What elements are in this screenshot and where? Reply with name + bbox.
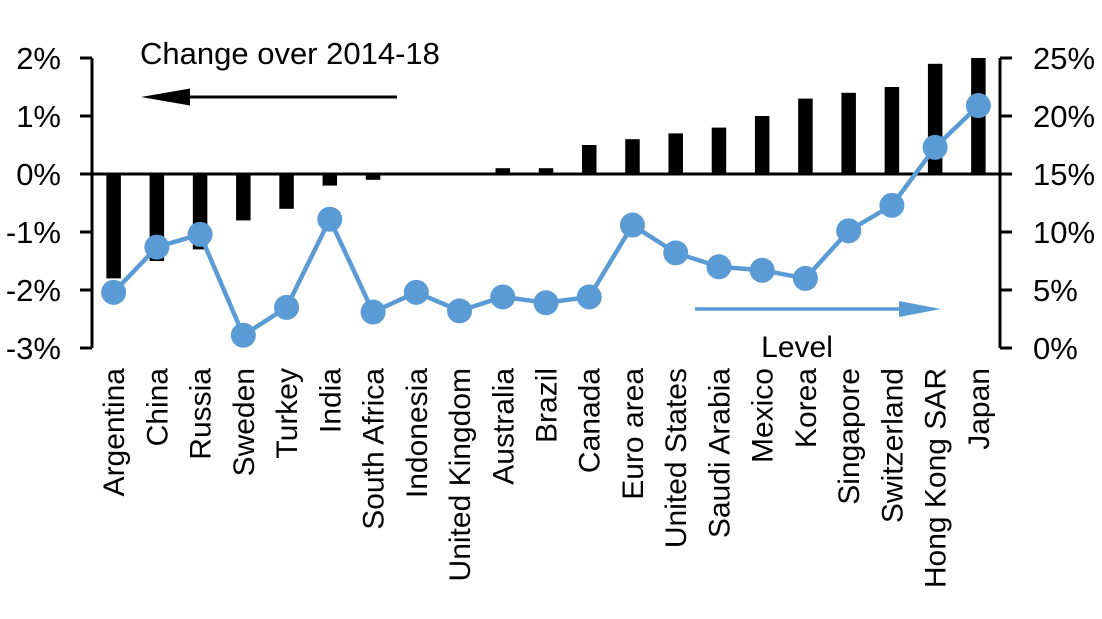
bar-argentina (106, 174, 121, 279)
level-point-canada (576, 284, 602, 310)
category-label: Brazil (531, 368, 564, 443)
level-point-switzerland (879, 192, 905, 218)
category-label: United States (660, 368, 693, 548)
category-label: India (314, 368, 347, 433)
category-label: Saudi Arabia (703, 368, 736, 538)
category-label: United Kingdom (444, 368, 477, 581)
line-series-annotation-label: Level (761, 331, 833, 364)
level-point-japan (965, 93, 991, 119)
level-point-saudi-arabia (706, 254, 732, 280)
bar-australia (495, 168, 511, 174)
bar-switzerland (884, 87, 900, 174)
right-axis-tick-label: 20% (1033, 99, 1095, 134)
bar-sweden (236, 174, 251, 221)
category-label: Argentina (98, 368, 131, 497)
category-label: Sweden (228, 368, 261, 476)
level-point-turkey (274, 294, 300, 320)
category-label: Australia (487, 368, 520, 485)
right-axis-tick-label: 15% (1033, 157, 1095, 192)
category-label: Russia (185, 368, 218, 460)
level-point-south-africa (360, 299, 386, 325)
right-axis-tick-label: 5% (1033, 273, 1078, 308)
bar-south-africa (365, 174, 381, 180)
category-label: China (141, 368, 174, 447)
bar-series-annotation-label: Change over 2014-18 (140, 36, 440, 71)
category-label: Turkey (271, 368, 304, 459)
level-point-brazil (533, 290, 559, 316)
level-point-india (317, 206, 343, 232)
level-point-indonesia (403, 279, 429, 305)
left-axis-tick-label: -2% (6, 273, 61, 308)
bar-brazil (538, 168, 554, 174)
level-point-united-states (663, 240, 689, 266)
category-label: Japan (963, 368, 996, 450)
left-axis-tick-label: -1% (6, 215, 61, 250)
bar-canada (581, 145, 597, 174)
category-label: Switzerland (876, 368, 909, 523)
level-point-hong-kong-sar (922, 134, 948, 160)
category-label: Singapore (833, 368, 866, 505)
category-label: Euro area (617, 368, 650, 500)
bar-mexico (754, 116, 770, 174)
category-label: Hong Kong SAR (920, 368, 953, 588)
level-point-russia (187, 221, 213, 247)
level-point-singapore (836, 218, 862, 244)
right-axis-tick-label: 25% (1033, 41, 1095, 76)
level-point-australia (490, 284, 516, 310)
right-axis-tick-label: 10% (1033, 215, 1095, 250)
level-point-argentina (101, 279, 127, 305)
level-point-united-kingdom (447, 298, 473, 324)
category-label: South Africa (358, 368, 391, 530)
bar-korea (798, 98, 813, 174)
level-point-euro-area (619, 212, 645, 238)
right-arrow-icon (899, 301, 941, 317)
left-axis-tick-label: 2% (16, 41, 61, 76)
level-point-china (144, 234, 170, 260)
bar-india (322, 174, 338, 186)
category-label: Mexico (747, 368, 780, 463)
bar-euro-area (625, 139, 640, 174)
bar-saudi-arabia (711, 127, 727, 174)
bar-turkey (279, 174, 294, 209)
left-axis-tick-label: -3% (6, 331, 61, 366)
bar-united-states (668, 133, 683, 174)
bar-singapore (841, 92, 856, 174)
right-axis-tick-label: 0% (1033, 331, 1078, 366)
category-label: Korea (790, 368, 823, 448)
left-arrow-icon (141, 88, 190, 106)
category-label: Indonesia (401, 368, 434, 498)
left-axis-tick-label: 1% (16, 99, 61, 134)
left-axis-tick-label: 0% (16, 157, 61, 192)
level-point-korea (792, 265, 818, 291)
level-point-mexico (749, 257, 775, 283)
level-point-sweden (230, 322, 256, 348)
category-label: Canada (574, 368, 607, 473)
